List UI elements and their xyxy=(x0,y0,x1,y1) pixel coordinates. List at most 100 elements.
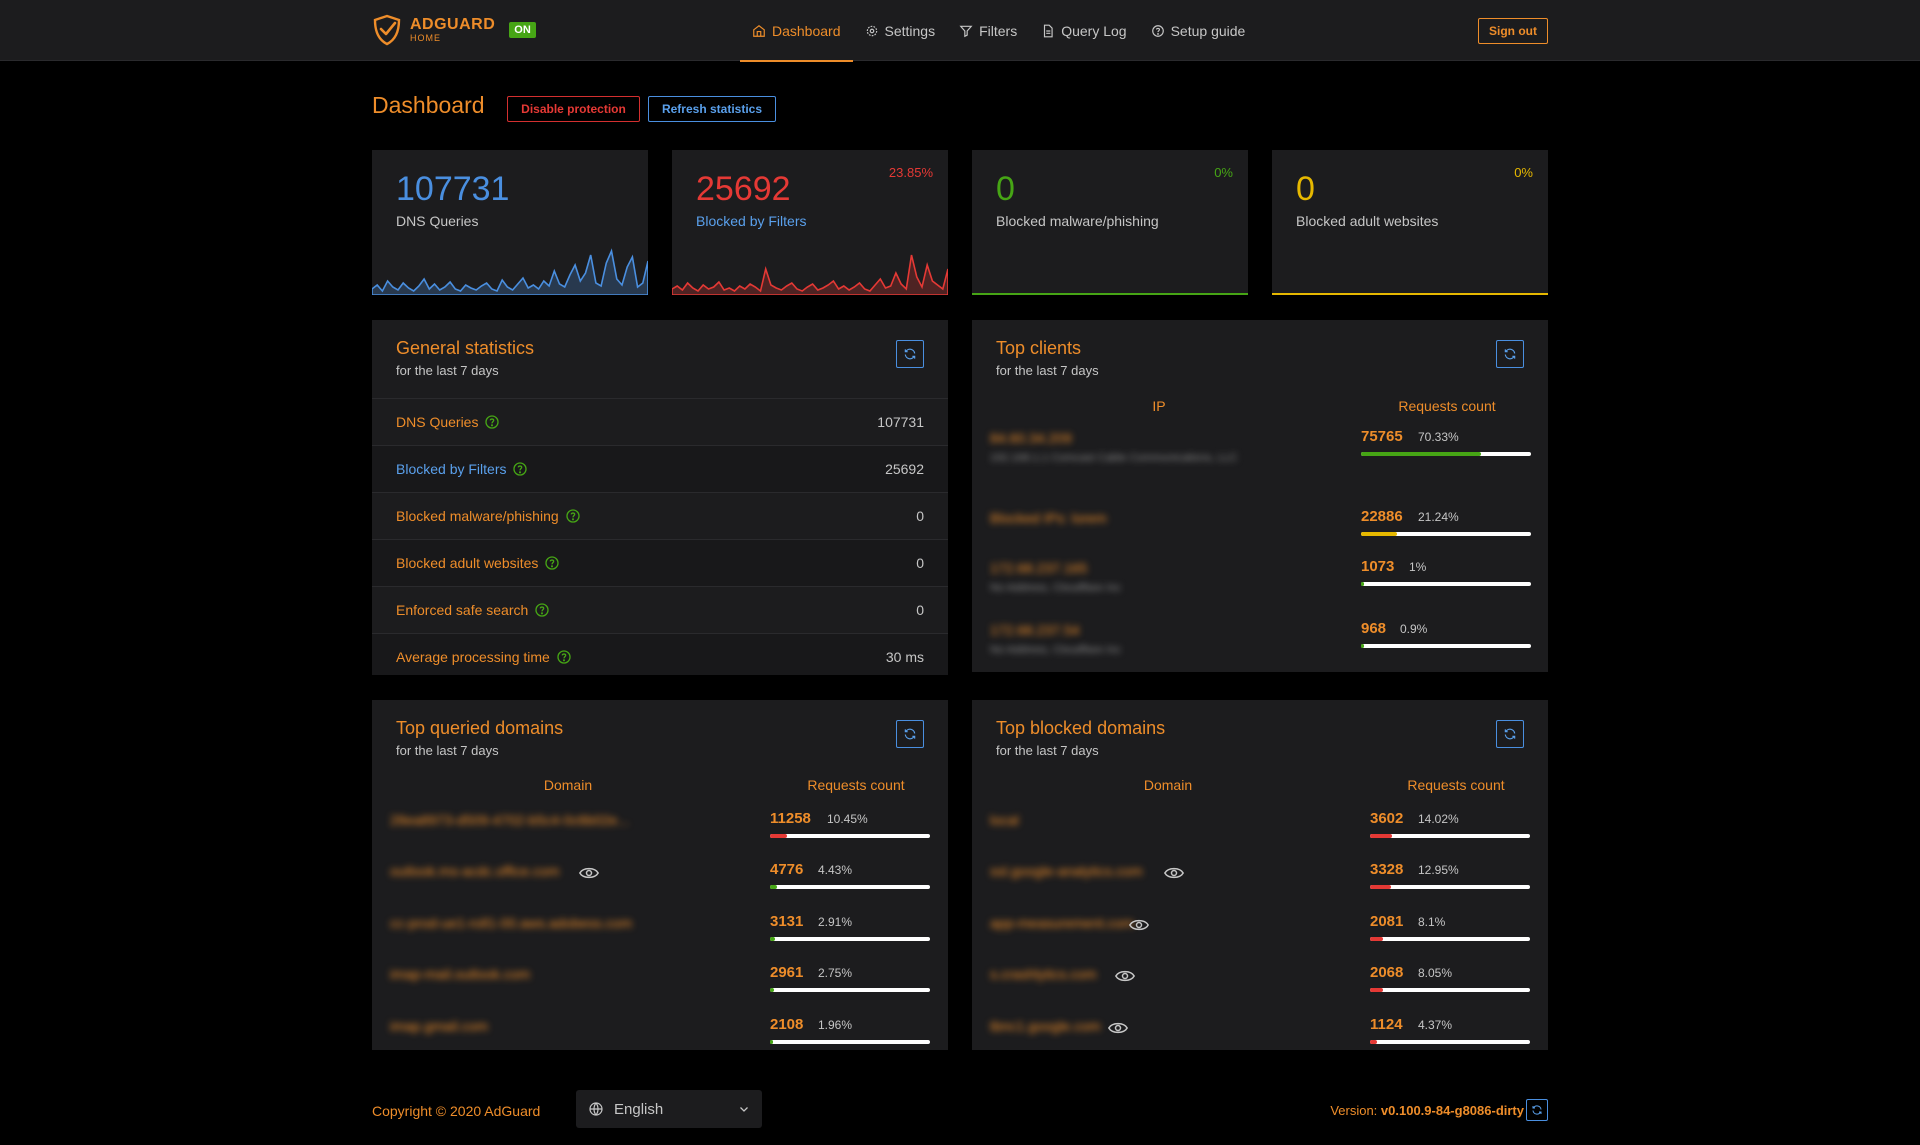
column-header-domain[interactable]: Domain xyxy=(1143,777,1193,793)
version-value: v0.100.9-84-g8086-dirty xyxy=(1380,1103,1524,1118)
top-clients-panel: Top clients for the last 7 days IP Reque… xyxy=(972,320,1548,672)
client-info: No Address, Cloudflare Inc xyxy=(990,644,1121,656)
domain-name[interactable]: imap-mail.outlook.com xyxy=(390,966,531,982)
document-icon xyxy=(1044,24,1053,37)
panel-title: General statistics xyxy=(396,338,535,358)
stat-card-dns-queries: 107731 DNS Queries xyxy=(372,150,648,295)
progress-fill xyxy=(770,1040,774,1044)
check-updates-button[interactable] xyxy=(1526,1099,1548,1121)
nav-query-log[interactable]: Query Log xyxy=(1029,0,1138,61)
stat-row-value: 30 ms xyxy=(885,649,924,665)
stat-row-label[interactable]: Blocked malware/phishing xyxy=(396,508,581,524)
help-icon[interactable] xyxy=(512,461,528,477)
refresh-icon xyxy=(1532,1105,1542,1115)
stat-row-label[interactable]: Average processing time xyxy=(396,649,572,665)
progress-fill xyxy=(1361,532,1398,536)
column-header-domain[interactable]: Domain xyxy=(543,777,593,793)
stat-row-value: 107731 xyxy=(877,414,924,430)
help-icon[interactable] xyxy=(556,649,572,665)
client-ip[interactable]: Blocked IPs: lorem xyxy=(990,510,1107,526)
blocked-filters-sparkline xyxy=(672,254,948,295)
domain-name[interactable]: app-measurement.com xyxy=(990,915,1134,931)
client-ip[interactable]: 172.68.237.54 xyxy=(990,622,1080,638)
stat-flat-line xyxy=(1272,293,1548,295)
domain-name[interactable]: imap.gmail.com xyxy=(390,1018,489,1034)
stat-row-blocked-malware: Blocked malware/phishing 0 xyxy=(372,492,948,539)
request-percent: 2.75% xyxy=(818,966,853,980)
domain-name[interactable]: tbnc1.google.com xyxy=(990,1018,1101,1034)
nav-dashboard[interactable]: Dashboard xyxy=(740,0,853,62)
stat-row-value: 25692 xyxy=(885,461,924,477)
progress-track xyxy=(770,1040,930,1044)
stat-row-label[interactable]: Blocked adult websites xyxy=(396,555,560,571)
eye-icon[interactable] xyxy=(578,866,599,885)
refresh-statistics-button[interactable]: Refresh statistics xyxy=(648,96,776,122)
progress-fill xyxy=(1361,452,1481,456)
disable-protection-button[interactable]: Disable protection xyxy=(507,96,640,122)
column-header-ip[interactable]: IP xyxy=(1152,398,1166,414)
panel-subtitle: for the last 7 days xyxy=(996,743,1099,758)
request-count: 1124 xyxy=(1370,1016,1403,1033)
stat-row-label[interactable]: DNS Queries xyxy=(396,414,500,430)
nav-dashboard-label: Dashboard xyxy=(772,22,841,39)
request-count: 3328 xyxy=(1370,861,1404,878)
adguard-logo[interactable]: ADGUARD HOME ON xyxy=(372,14,536,46)
request-count: 22886 xyxy=(1361,508,1403,525)
stat-card-blocked-filters: 25692 Blocked by Filters 23.85% xyxy=(672,150,948,295)
eye-icon[interactable] xyxy=(1107,1021,1128,1040)
request-percent: 1.96% xyxy=(818,1018,853,1032)
protection-status-badge: ON xyxy=(509,22,536,38)
request-percent: 70.33% xyxy=(1418,430,1459,444)
column-header-requests[interactable]: Requests count xyxy=(807,777,905,793)
client-ip[interactable]: 84.60.34.209 xyxy=(990,430,1072,446)
stat-label: DNS Queries xyxy=(396,213,479,229)
language-value: English xyxy=(614,1100,664,1118)
sign-out-button[interactable]: Sign out xyxy=(1478,18,1548,44)
nav-settings[interactable]: Settings xyxy=(853,0,948,61)
stat-row-label[interactable]: Enforced safe search xyxy=(396,602,550,618)
request-count: 2081 xyxy=(1370,913,1404,930)
domain-name[interactable]: local xyxy=(990,812,1019,828)
request-count: 2961 xyxy=(770,964,804,981)
client-ip[interactable]: 172.68.237.165 xyxy=(990,560,1088,576)
domain-name[interactable]: outlook.ms-acdc.office.com xyxy=(390,863,560,879)
progress-track xyxy=(770,988,930,992)
domain-name[interactable]: 28ea8973-d509-4702-b5c4-0c6b02e... xyxy=(390,812,629,828)
column-header-requests[interactable]: Requests count xyxy=(1407,777,1505,793)
nav-filters[interactable]: Filters xyxy=(947,0,1029,61)
panel-title: Top clients xyxy=(996,338,1082,358)
help-icon[interactable] xyxy=(534,602,550,618)
help-icon[interactable] xyxy=(544,555,560,571)
request-count: 968 xyxy=(1361,620,1387,637)
stat-percent: 23.85% xyxy=(888,165,933,180)
stat-value: 0 xyxy=(1296,170,1315,208)
refresh-button[interactable] xyxy=(1496,720,1524,748)
filter-icon xyxy=(959,25,973,37)
stat-flat-line xyxy=(972,293,1248,295)
column-header-requests[interactable]: Requests count xyxy=(1398,398,1496,414)
page-title: Dashboard xyxy=(372,92,485,118)
refresh-button[interactable] xyxy=(1496,340,1524,368)
help-icon[interactable] xyxy=(484,414,500,430)
stat-row-blocked-adult: Blocked adult websites 0 xyxy=(372,539,948,586)
stat-card-blocked-adult: 0 Blocked adult websites 0% xyxy=(1272,150,1548,295)
refresh-button[interactable] xyxy=(896,720,924,748)
nav-setup-guide[interactable]: Setup guide xyxy=(1139,0,1258,61)
adguard-link[interactable]: AdGuard xyxy=(484,1103,541,1119)
progress-track xyxy=(1361,582,1531,586)
help-icon[interactable] xyxy=(565,508,581,524)
eye-icon[interactable] xyxy=(1114,969,1135,988)
request-count: 2068 xyxy=(1370,964,1404,981)
stat-row-label[interactable]: Blocked by Filters xyxy=(396,461,528,477)
progress-track xyxy=(1370,988,1530,992)
nav-setup-guide-label: Setup guide xyxy=(1170,22,1246,39)
language-select[interactable]: English xyxy=(576,1090,762,1128)
domain-name[interactable]: s.crashlytics.com xyxy=(990,966,1097,982)
domain-name[interactable]: cc-prod-ue1-roll1-00.aws.adobess.com xyxy=(390,915,632,931)
eye-icon[interactable] xyxy=(1128,918,1149,937)
logo-main-text: ADGUARD xyxy=(410,16,496,33)
domain-name[interactable]: ssl.google-analytics.com xyxy=(990,863,1143,879)
eye-icon[interactable] xyxy=(1164,866,1185,885)
refresh-button[interactable] xyxy=(896,340,924,368)
request-percent: 1% xyxy=(1409,560,1427,574)
